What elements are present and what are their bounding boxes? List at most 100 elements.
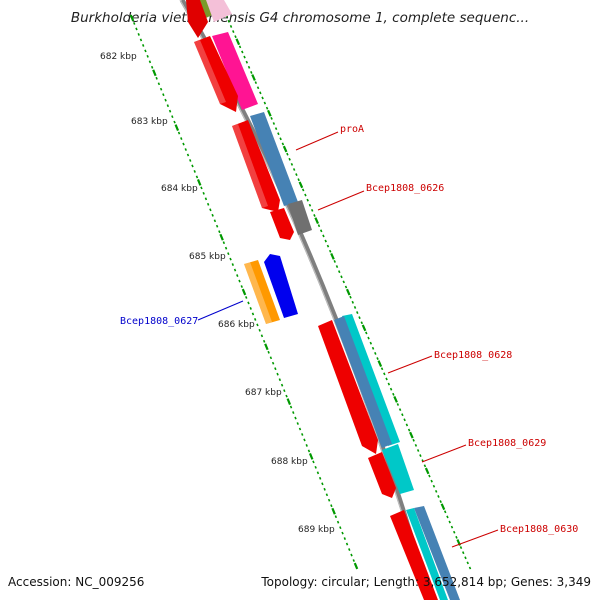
ruler-dot <box>218 230 221 234</box>
ruler-dot <box>412 438 415 442</box>
ruler-dot <box>224 246 228 250</box>
gene-block-cyan-0628[interactable] <box>342 314 400 446</box>
ruler-dot <box>323 487 326 491</box>
ruler-major-tick <box>424 467 430 475</box>
ruler-dot <box>310 208 314 212</box>
gene-label-0628[interactable]: Bcep1808_0628 <box>434 350 512 361</box>
ruler-dot <box>317 224 321 228</box>
ruler-dot <box>448 520 451 524</box>
gene-block-pink[interactable] <box>206 0 232 22</box>
ruler-dot <box>256 86 260 90</box>
ruler-dot <box>318 476 322 480</box>
ruler-dot <box>209 208 212 212</box>
ruler-dot <box>466 561 469 565</box>
gene-shadow-red-1 <box>194 40 226 104</box>
gene-arrow-red-1[interactable] <box>194 36 238 112</box>
ruler-dot <box>231 263 234 267</box>
ruler-dot <box>338 270 341 274</box>
ruler-dot <box>459 546 463 549</box>
ruler-dot <box>271 361 275 365</box>
ruler-dot <box>279 137 282 141</box>
ruler-dot <box>297 178 300 182</box>
ruler-dot <box>258 328 261 332</box>
gene-shadow-orange <box>244 262 272 324</box>
ruler-major-tick <box>409 431 414 439</box>
ruler-dot <box>430 479 433 483</box>
gene-block-cyan-0629[interactable] <box>382 444 414 494</box>
ruler-dot <box>453 530 456 534</box>
ruler-dot <box>313 214 316 217</box>
ruler-dot <box>294 416 297 420</box>
gene-label-0630[interactable]: Bcep1808_0630 <box>500 524 578 535</box>
gene-block-gray-0626[interactable] <box>288 200 312 235</box>
ruler-dot <box>259 91 262 95</box>
gene-block-orange-0627[interactable] <box>244 260 280 324</box>
ruler-major-tick <box>377 360 383 368</box>
leader-line-proA <box>295 131 339 151</box>
gene-label-0626[interactable]: Bcep1808_0626 <box>366 183 444 194</box>
ruler-dot <box>234 35 237 39</box>
gene-block-steelblue-0630[interactable] <box>414 506 460 600</box>
ruler-tick-label: 684 kbp <box>161 184 198 194</box>
ruler-dot <box>403 418 406 422</box>
ruler-major-tick <box>314 217 319 224</box>
ruler-dot <box>171 115 174 119</box>
ruler-dot <box>157 82 161 86</box>
ruler-dot <box>401 413 404 417</box>
ruler-dot <box>350 553 353 557</box>
ruler-dot <box>455 535 458 539</box>
ruler-dot <box>321 482 324 486</box>
ruler-dot <box>349 295 352 299</box>
ruler-dot <box>272 122 276 125</box>
gene-block-cyan-0630[interactable] <box>406 508 448 600</box>
ruler-dot <box>277 132 280 136</box>
ruler-dot <box>247 301 250 305</box>
gene-arrow-red-0630[interactable] <box>390 510 438 600</box>
gene-label-0629[interactable]: Bcep1808_0629 <box>468 438 546 449</box>
ruler-major-tick <box>393 396 398 403</box>
ruler-dot <box>292 168 296 171</box>
ruler-dot <box>162 93 165 97</box>
gene-block-steelblue-0628[interactable] <box>334 316 392 448</box>
ruler-dot <box>274 367 277 371</box>
ruler-dot <box>281 142 285 146</box>
ruler-major-tick <box>308 453 314 460</box>
ruler-major-tick <box>331 507 336 515</box>
gene-arrow-red-top[interactable] <box>186 0 208 38</box>
ruler-dot <box>358 316 361 320</box>
ruler-dot <box>189 159 192 162</box>
leader-line-0626 <box>317 190 365 211</box>
gene-label-proA[interactable]: proA <box>340 124 364 135</box>
ruler-dot <box>270 116 273 120</box>
gene-arrow-red-0626[interactable] <box>270 208 294 240</box>
leader-line-0629 <box>421 444 467 463</box>
ruler-dot <box>222 241 226 245</box>
ruler-dot <box>283 389 286 393</box>
ruler-tick-label: 682 kbp <box>100 52 137 62</box>
ruler-dot <box>439 500 442 504</box>
ruler-dot <box>353 306 357 309</box>
ruler-dot <box>423 464 427 468</box>
ruler-dot <box>303 438 306 442</box>
ruler-dot <box>327 498 331 502</box>
ruler-dot <box>383 372 386 376</box>
gene-arrow-red-proA[interactable] <box>232 120 280 212</box>
ruler-dot <box>344 285 348 289</box>
gene-arrow-blue-0627[interactable] <box>264 254 298 318</box>
gene-label-0627[interactable]: Bcep1808_0627 <box>120 316 198 327</box>
ruler-major-tick <box>345 288 351 296</box>
ruler-dot <box>407 428 411 432</box>
ruler-dot <box>298 427 302 431</box>
ruler-dot <box>462 551 465 555</box>
ruler-dot <box>334 515 338 519</box>
gene-block-steelblue-proA[interactable] <box>250 112 298 206</box>
gene-block-magenta[interactable] <box>212 32 258 110</box>
gene-arrow-red-0629[interactable] <box>368 452 396 498</box>
ruler-major-tick <box>330 252 335 260</box>
ruler-dot <box>280 383 284 387</box>
ruler-dot <box>348 548 351 551</box>
gene-arrow-red-0628[interactable] <box>318 320 378 454</box>
ruler-dot <box>193 170 196 173</box>
leader-line-0628 <box>387 355 433 374</box>
